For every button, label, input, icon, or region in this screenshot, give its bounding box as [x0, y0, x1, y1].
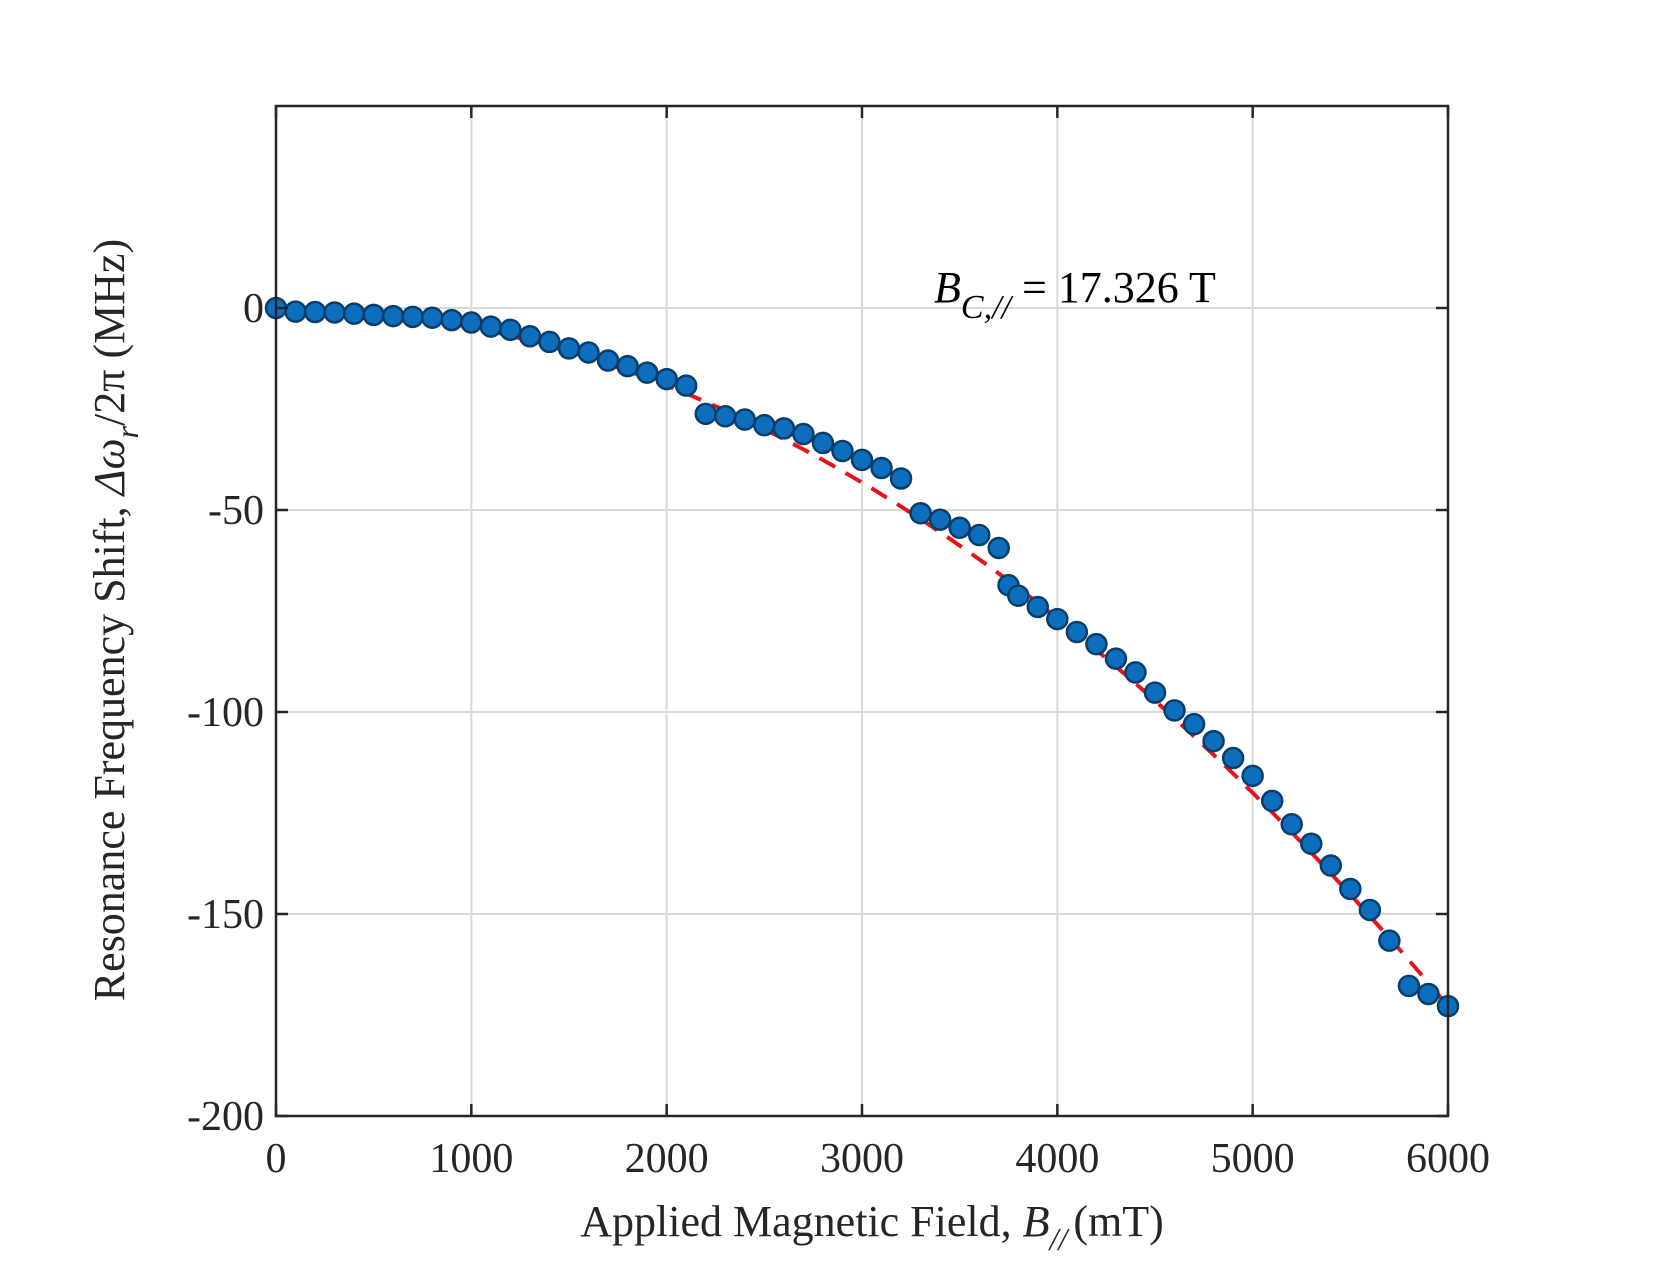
- grid: [276, 106, 1448, 1116]
- data-point: [674, 374, 698, 397]
- data-point: [616, 354, 639, 378]
- data-point: [1046, 607, 1069, 631]
- data-point: [948, 516, 971, 540]
- data-point: [499, 318, 522, 342]
- data-point: [596, 349, 620, 372]
- data-point: [1417, 982, 1440, 1006]
- data-point: [440, 308, 464, 332]
- data-point: [811, 431, 835, 455]
- data-point: [401, 305, 424, 329]
- y-tick-label: -150: [187, 892, 264, 938]
- data-point: [284, 300, 307, 323]
- data-point: [1397, 974, 1421, 998]
- data-point: [1339, 877, 1362, 901]
- data-point: [635, 361, 659, 384]
- data-point: [1300, 832, 1323, 855]
- y-tick-label: -50: [208, 488, 264, 534]
- data-point: [557, 337, 581, 360]
- data-point: [1065, 620, 1089, 644]
- data-point: [1280, 813, 1303, 836]
- data-point: [1202, 729, 1225, 753]
- data-point: [655, 367, 678, 391]
- data-point: [1163, 699, 1186, 722]
- data-point: [1260, 789, 1284, 813]
- data-point: [831, 439, 854, 463]
- data-point: [870, 456, 893, 480]
- data-point: [909, 501, 932, 525]
- data-point: [1358, 898, 1382, 922]
- y-tick-label: -100: [187, 690, 264, 736]
- data-point: [792, 422, 815, 446]
- x-tick-label: 3000: [820, 1136, 904, 1182]
- y-axis-label: Resonance Frequency Shift, Δωr/2π (MHz): [85, 239, 145, 1001]
- data-point: [1007, 584, 1030, 607]
- x-tick-label: 1000: [429, 1136, 513, 1182]
- data-point: [850, 448, 874, 472]
- data-point: [1026, 595, 1050, 619]
- data-point: [889, 467, 913, 490]
- data-point: [1182, 712, 1206, 736]
- data-point: [753, 413, 776, 437]
- x-tick-label: 0: [266, 1136, 287, 1182]
- tick-labels: 0 1000 2000 3000 4000 5000 6000 0 -50 -100 -150 -20…: [187, 286, 1490, 1182]
- data-point: [303, 300, 327, 324]
- data-point: [479, 315, 503, 338]
- data-point: [1319, 854, 1343, 877]
- data-point: [694, 402, 717, 426]
- data-point: [1221, 746, 1245, 770]
- axes: [274, 104, 1450, 1118]
- data-point: [421, 306, 444, 329]
- data-point: [538, 330, 561, 354]
- y-tick-label: 0: [243, 286, 264, 332]
- critical-field-annotation: BC,// = 17.326 T: [934, 263, 1216, 326]
- data-point: [1085, 632, 1108, 656]
- data-point: [733, 408, 757, 431]
- x-tick-label: 6000: [1406, 1136, 1490, 1182]
- data-point: [928, 508, 952, 531]
- data-point: [714, 405, 737, 428]
- x-tick-label: 5000: [1211, 1136, 1295, 1182]
- data-point: [967, 523, 991, 547]
- x-tick-label: 2000: [625, 1136, 709, 1182]
- data-point: [518, 325, 542, 348]
- data-point: [1104, 647, 1128, 670]
- data-point: [577, 341, 600, 364]
- data-point: [323, 301, 346, 324]
- data-point: [342, 302, 366, 325]
- data-point: [1124, 661, 1147, 684]
- data-point: [381, 304, 405, 328]
- y-tick-label: -200: [187, 1094, 264, 1140]
- data-point: [1241, 764, 1264, 788]
- x-axis-label: Applied Magnetic Field, B//(mT): [580, 1197, 1163, 1257]
- data-point: [1143, 681, 1167, 704]
- axes-box: [274, 104, 1450, 1118]
- x-tick-label: 4000: [1015, 1136, 1099, 1182]
- data-point: [362, 303, 385, 327]
- data-point: [460, 311, 483, 334]
- data-point: [772, 417, 796, 440]
- data-point: [987, 536, 1010, 560]
- data-point: [1378, 929, 1401, 952]
